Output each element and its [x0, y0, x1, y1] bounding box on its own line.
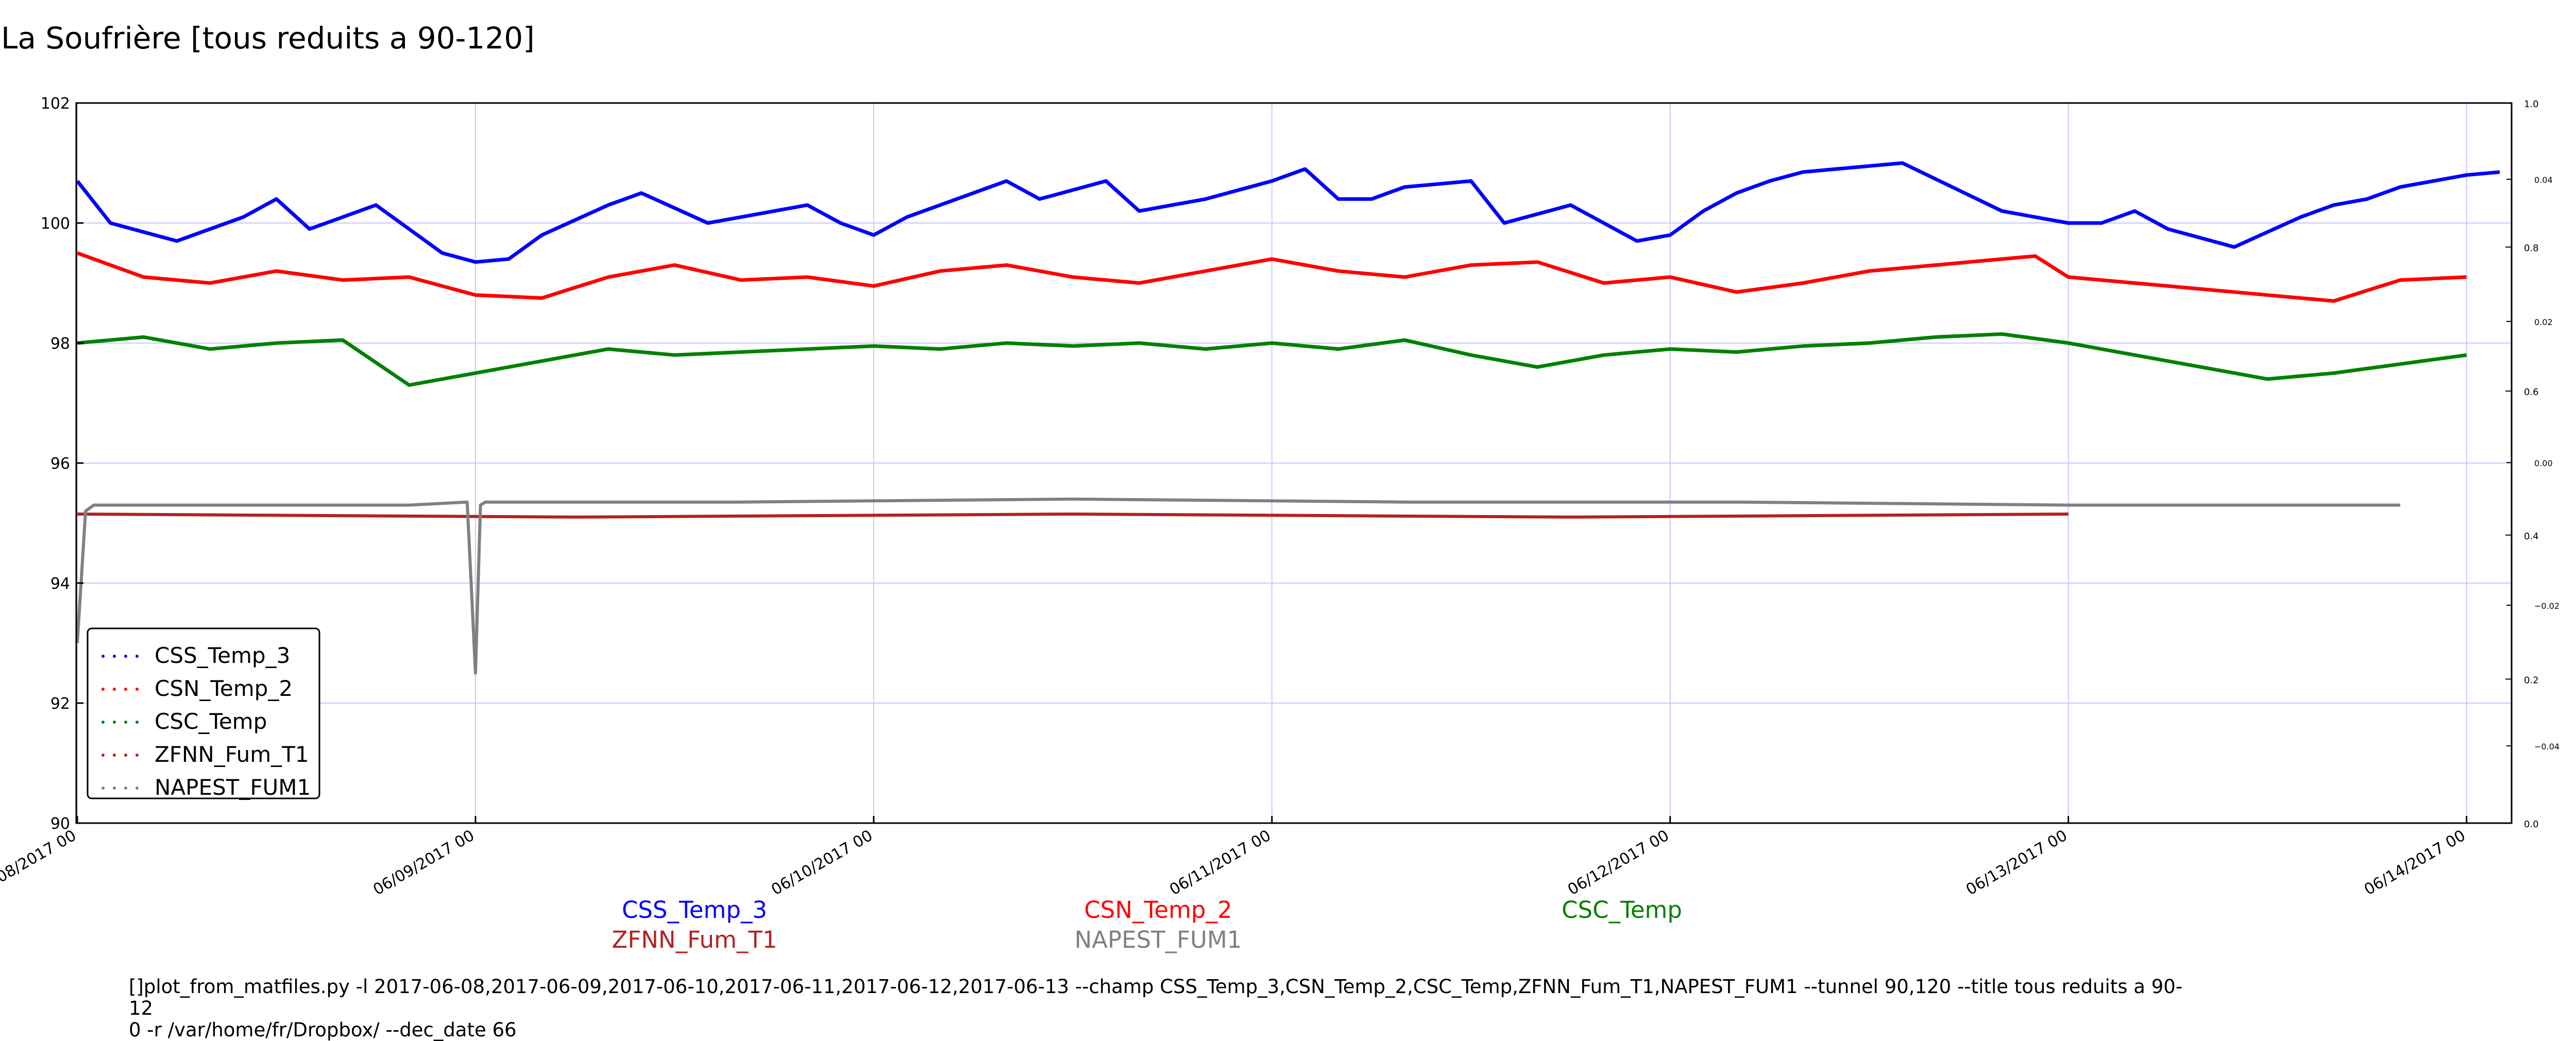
- y-tick-label: 92: [50, 695, 70, 713]
- chart-title: La Soufrière [tous reduits a 90-120]: [1, 21, 535, 56]
- legend-marker-dot: [113, 655, 116, 658]
- y-tick-label: 102: [41, 95, 70, 113]
- right-tick-label: 0.2: [2524, 675, 2539, 686]
- x-tick-label: 06/11/2017 00: [1166, 827, 1274, 899]
- right-tick-label: 0.4: [2524, 531, 2539, 542]
- legend-marker-dot: [124, 787, 127, 790]
- grid-lines: [76, 103, 2512, 824]
- x-tick-label: 06/12/2017 00: [1565, 827, 1672, 899]
- y-tick-label: 90: [50, 815, 70, 833]
- series-line-csn-temp-2: [76, 251, 2467, 303]
- legend-marker-dot: [101, 787, 105, 790]
- y-tick-label: 96: [50, 455, 70, 473]
- right-tick-label: 1.0: [2524, 99, 2539, 110]
- legend-marker-dot: [113, 688, 116, 691]
- series-line-zfnn-fum-t1: [77, 513, 2069, 519]
- right-tick-label: 0.6: [2524, 387, 2539, 398]
- legend-marker-dot: [124, 721, 127, 724]
- legend-marker-dot: [124, 754, 127, 757]
- legend-marker-dot: [113, 721, 116, 724]
- y-tick-label: 100: [41, 215, 70, 233]
- right-inner-tick-label: −0.04: [2534, 742, 2560, 752]
- command-line-text: []plot_from_matfiles.py -l 2017-06-08,20…: [129, 976, 2183, 1041]
- bottom-legend-zfnn-fum-t1: ZFNN_Fum_T1: [612, 926, 777, 953]
- x-tick-label: 06/08/2017 00: [0, 827, 79, 899]
- legend-marker-dot: [101, 721, 105, 724]
- bottom-legend-csn-temp-2: CSN_Temp_2: [1084, 896, 1232, 924]
- legend-marker-dot: [135, 688, 139, 691]
- right-tick-label: 0.0: [2524, 819, 2539, 830]
- series-line-napest-fum1: [76, 497, 2400, 675]
- y-tick-label: 94: [50, 575, 70, 593]
- legend-marker-dot: [113, 754, 116, 757]
- legend-label: CSN_Temp_2: [155, 676, 293, 701]
- series-line-csc-temp: [77, 332, 2467, 387]
- right-inner-tick-label: −0.02: [2534, 601, 2560, 611]
- right-inner-tick-label: 0.00: [2534, 458, 2553, 468]
- legend-marker-dot: [101, 754, 105, 757]
- legend-marker-dot: [135, 655, 139, 658]
- y-tick-label: 98: [50, 335, 70, 353]
- legend-label: ZFNN_Fum_T1: [155, 742, 309, 767]
- legend-marker-dot: [113, 787, 116, 790]
- x-tick-label: 06/09/2017 00: [370, 827, 478, 899]
- legend-marker-dot: [135, 721, 139, 724]
- bottom-legend-csc-temp: CSC_Temp: [1562, 896, 1682, 924]
- legend-marker-dot: [101, 655, 105, 658]
- legend-label: CSS_Temp_3: [155, 643, 290, 668]
- legend-marker-dot: [124, 688, 127, 691]
- axes: 90 92 94 96 98 100 102 06/08/2017 00 06/09/2017 …: [0, 95, 2560, 899]
- x-tick-label: 06/10/2017 00: [768, 827, 876, 899]
- legend-marker-dot: [135, 787, 139, 790]
- series-line-css-temp-3: [76, 161, 2500, 264]
- legend-marker-dot: [135, 754, 139, 757]
- right-inner-tick-label: 0.02: [2534, 317, 2553, 327]
- legend-box: [87, 627, 320, 799]
- legend-label: CSC_Temp: [155, 709, 267, 734]
- right-inner-tick-label: 0.04: [2534, 175, 2553, 185]
- bottom-legend-napest-fum1: NAPEST_FUM1: [1074, 926, 1242, 953]
- bottom-legend-css-temp-3: CSS_Temp_3: [621, 896, 768, 924]
- legend-label: NAPEST_FUM1: [155, 775, 311, 800]
- x-tick-label: 06/14/2017 00: [2361, 827, 2469, 899]
- series-group: [76, 161, 2500, 675]
- legend-marker-dot: [101, 688, 105, 691]
- bottom-legend: CSS_Temp_3 CSN_Temp_2 CSC_Temp ZFNN_Fum_T1 N…: [0, 896, 2576, 963]
- x-tick-label: 06/13/2017 00: [1963, 827, 2071, 899]
- right-tick-label: 0.8: [2524, 243, 2539, 254]
- plot-legend: CSS_Temp_3 CSN_Temp_2 CSC_Temp ZFNN_Fum_T1 N…: [87, 627, 320, 800]
- legend-marker-dot: [124, 655, 127, 658]
